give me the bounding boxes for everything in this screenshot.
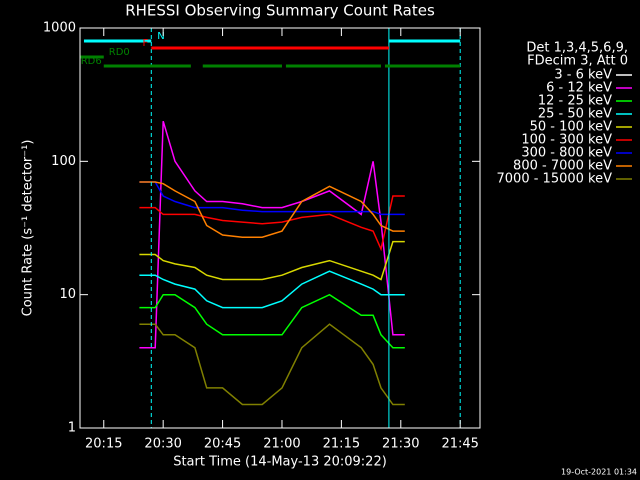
x-tick-label: 21:30 — [382, 437, 419, 452]
series-line — [139, 293, 405, 349]
x-tick-label: 20:15 — [85, 437, 122, 452]
footer: 19-Oct-2021 01:34 — [561, 468, 637, 477]
series-line — [139, 323, 405, 406]
series-line — [139, 145, 405, 376]
legend-label: 12 - 25 keV — [538, 94, 612, 109]
series-line — [139, 181, 405, 216]
legend-label: 100 - 300 keV — [521, 133, 612, 148]
legend-label: 50 - 100 keV — [530, 120, 613, 135]
x-tick-label: 21:45 — [441, 437, 478, 452]
x-tick-label: 21:00 — [263, 437, 300, 452]
series-line — [139, 240, 405, 281]
flag-label: RD6 — [81, 56, 102, 67]
flag-label: N — [157, 31, 164, 42]
y-tick-label: 1000 — [43, 21, 76, 36]
legend-label: 7000 - 15000 keV — [497, 172, 613, 187]
legend-label: 6 - 12 keV — [546, 81, 612, 96]
legend-header: FDecim 3, Att 0 — [527, 54, 628, 69]
flag-label: RD0 — [109, 47, 130, 58]
series-line — [139, 181, 405, 238]
x-tick-label: 21:15 — [323, 437, 360, 452]
legend-label: 300 - 800 keV — [521, 146, 612, 161]
legend-label: 800 - 7000 keV — [513, 159, 612, 174]
x-axis-label: Start Time (14-May-13 20:09:22) — [173, 455, 387, 470]
legend-label: 3 - 6 keV — [554, 68, 612, 83]
y-axis-label: Count Rate (s⁻¹ detector⁻¹) — [21, 140, 36, 317]
x-tick-label: 20:30 — [144, 437, 181, 452]
y-tick-label: 1 — [68, 421, 76, 436]
series-line — [139, 195, 405, 252]
flag-label: F — [143, 38, 149, 49]
series-line — [139, 270, 405, 309]
legend-label: 25 - 50 keV — [538, 107, 612, 122]
chart-title: RHESSI Observing Summary Count Rates — [125, 2, 435, 20]
y-tick-label: 100 — [51, 154, 76, 169]
plot-frame — [79, 27, 481, 429]
legend-header: Det 1,3,4,5,6,9, — [526, 41, 628, 56]
y-tick-label: 10 — [59, 287, 76, 302]
x-tick-label: 20:45 — [204, 437, 241, 452]
series-line — [139, 120, 405, 349]
